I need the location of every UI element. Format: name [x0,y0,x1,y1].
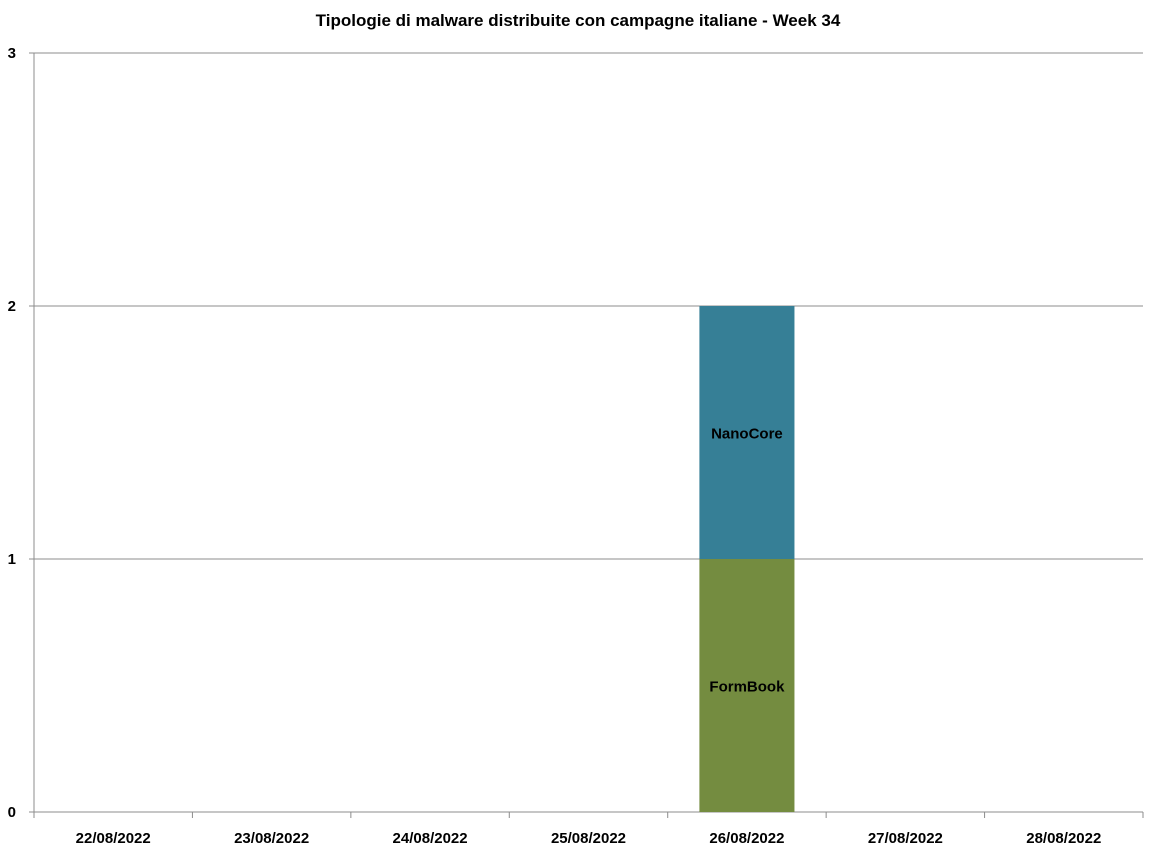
y-tick-label: 0 [8,804,16,821]
gridlines [34,52,1143,560]
bar-formbook-26-08-2022 [699,559,795,812]
y-tick-label: 3 [8,45,16,62]
bar-nanocore-26-08-2022 [699,306,795,559]
x-tick-label: 26/08/2022 [709,830,784,847]
bars [699,306,795,812]
chart-title: Tipologie di malware distribuite con cam… [316,11,841,30]
data-label-nanocore: NanoCore [711,426,783,443]
x-tick-label: 27/08/2022 [868,830,943,847]
y-tick-label: 1 [8,551,16,568]
x-tick-label: 25/08/2022 [551,830,626,847]
x-tick-label: 28/08/2022 [1026,830,1101,847]
axes: 0 1 2 3 22/08/2022 23/08/2022 24/08/2022 25/08/… [8,45,1144,847]
x-tick-label: 24/08/2022 [393,830,468,847]
data-label-formbook: FormBook [709,679,785,696]
data-labels: FormBook NanoCore [709,426,785,696]
x-tick-label: 22/08/2022 [76,830,151,847]
x-tick-label: 23/08/2022 [234,830,309,847]
y-tick-label: 2 [8,298,16,315]
